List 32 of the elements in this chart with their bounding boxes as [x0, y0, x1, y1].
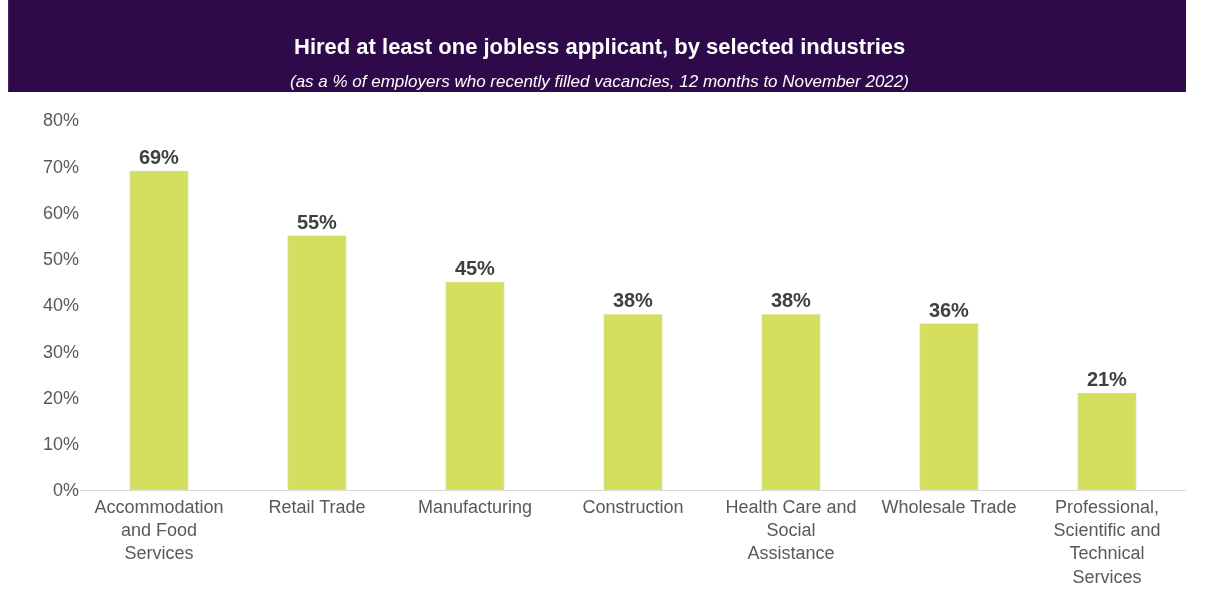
data-label: 38% [770, 289, 812, 312]
chart-title: Hired at least one jobless applicant, by selected industries [294, 34, 906, 59]
y-tick-label: 20% [42, 387, 79, 408]
bar [761, 314, 821, 490]
y-tick-label: 0% [52, 480, 79, 501]
y-tick-label: 50% [42, 249, 79, 270]
data-label: 55% [296, 210, 338, 233]
y-tick-label: 70% [42, 156, 79, 177]
chart-subtitle: (as a % of employers who recently filled vacancies, 12 months to November 2022) [290, 72, 909, 91]
y-tick-label: 10% [42, 434, 79, 455]
bar [287, 235, 347, 490]
bar [129, 170, 189, 490]
y-tick-label: 80% [42, 110, 79, 131]
data-label: 69% [138, 145, 180, 168]
data-label: 36% [928, 298, 970, 321]
y-tick-label: 40% [42, 295, 79, 316]
x-tick-label: Construction [582, 496, 684, 517]
x-tick-label: Accommodation and Food Services [94, 496, 224, 564]
x-tick-label: Manufacturing [417, 496, 533, 517]
bar [919, 323, 979, 490]
data-label: 21% [1086, 367, 1128, 390]
x-tick-label: Health Care and Social Assistance [725, 496, 857, 564]
bar [445, 281, 505, 490]
y-tick-label: 60% [42, 202, 79, 223]
x-tick-label: Professional, Scientific and Technical Services [1053, 496, 1161, 587]
bar [1077, 392, 1137, 490]
data-label: 38% [612, 289, 654, 312]
data-label: 45% [454, 256, 496, 279]
bar [603, 314, 663, 490]
x-tick-label: Retail Trade [268, 496, 366, 517]
x-tick-label: Wholesale Trade [881, 496, 1017, 517]
y-tick-label: 30% [42, 341, 79, 362]
